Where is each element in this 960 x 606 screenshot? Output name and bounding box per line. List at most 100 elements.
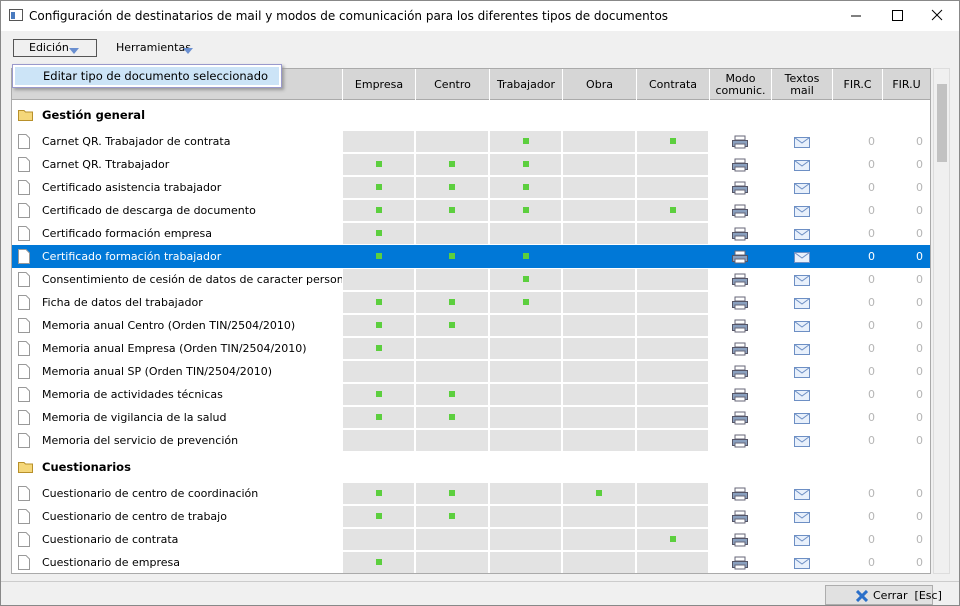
- fir-value: 0: [868, 250, 875, 263]
- menu-edicion[interactable]: [13, 39, 97, 57]
- printer-icon-shape: [732, 434, 748, 448]
- table-row[interactable]: Certificado formación empresa 0 0: [12, 222, 930, 245]
- cell: 0: [832, 153, 882, 176]
- cell: 0: [882, 222, 930, 245]
- printer-icon: [731, 388, 749, 402]
- cell: [636, 199, 709, 222]
- cell: [636, 176, 709, 199]
- check-mark: [449, 513, 455, 519]
- doc-icon: [18, 555, 30, 570]
- printer-icon: [731, 411, 749, 425]
- table-row[interactable]: Memoria anual Empresa (Orden TIN/2504/20…: [12, 337, 930, 360]
- check-mark: [449, 253, 455, 259]
- table-row[interactable]: Memoria de actividades técnicas 0 0: [12, 383, 930, 406]
- printer-icon-shape: [732, 533, 748, 547]
- row-label: Memoria del servicio de prevención: [42, 434, 239, 447]
- folder-icon: [18, 109, 34, 121]
- close-label: Cerrar [Esc]: [873, 589, 942, 602]
- table-row[interactable]: Ficha de datos del trabajador 0 0: [12, 291, 930, 314]
- table-row[interactable]: Carnet QR. Ttrabajador 0 0: [12, 153, 930, 176]
- cell: [415, 314, 489, 337]
- row-label: Memoria anual Empresa (Orden TIN/2504/20…: [42, 342, 307, 355]
- row-label: Certificado formación trabajador: [42, 250, 222, 263]
- doc-icon: [18, 341, 30, 356]
- menu-item[interactable]: Herramientas: [116, 41, 191, 54]
- fir-value: 0: [916, 319, 923, 332]
- doc: [18, 318, 30, 333]
- printer-icon: [731, 273, 749, 287]
- row-label: Cuestionario de contrata: [42, 533, 179, 546]
- check-mark: [375, 322, 382, 328]
- column-header: Contrata: [636, 69, 709, 100]
- cell: [342, 199, 415, 222]
- cell: [709, 245, 771, 268]
- scroll-thumb[interactable]: [937, 84, 947, 162]
- cell: 0: [832, 176, 882, 199]
- printer-icon: [731, 487, 749, 501]
- mail-icon-shape: [793, 298, 810, 309]
- cell: 0: [882, 130, 930, 153]
- fir-value: 0: [916, 227, 923, 240]
- cell: 0: [832, 222, 882, 245]
- dropdown-item[interactable]: Editar tipo de documento seleccionado: [15, 67, 279, 85]
- doc: [18, 410, 30, 425]
- printer-icon: [731, 365, 749, 379]
- cell: [771, 176, 832, 199]
- table-row[interactable]: Memoria anual SP (Orden TIN/2504/2010) 0 0: [12, 360, 930, 383]
- cell: 0: [832, 337, 882, 360]
- table-row[interactable]: Certificado formación trabajador 0 0: [12, 245, 930, 268]
- table-row[interactable]: Cuestionario de contrata 0 0: [12, 528, 930, 551]
- doc: [18, 387, 30, 402]
- doc: [18, 532, 30, 547]
- table-row[interactable]: Consentimiento de cesión de datos de car…: [12, 268, 930, 291]
- cell: [636, 268, 709, 291]
- table-row[interactable]: Cuestionario de empresa 0 0: [12, 551, 930, 573]
- printer-icon: [731, 342, 749, 356]
- mail-icon-shape: [793, 160, 810, 171]
- cell: [636, 337, 709, 360]
- fir-value: 0: [868, 342, 875, 355]
- cell: [771, 291, 832, 314]
- window-controls[interactable]: [841, 1, 959, 31]
- cell: 0: [882, 482, 930, 505]
- table-row[interactable]: Cuestionario de centro de trabajo 0 0: [12, 505, 930, 528]
- column-header: Centro: [415, 69, 489, 100]
- cell: 0: [882, 176, 930, 199]
- cell: [415, 153, 489, 176]
- cell: 0: [832, 130, 882, 153]
- table-row[interactable]: Memoria anual Centro (Orden TIN/2504/201…: [12, 314, 930, 337]
- printer-icon: [731, 296, 749, 310]
- fir-value: 0: [868, 227, 875, 240]
- check-mark: [375, 299, 382, 305]
- mail-icon-shape: [793, 367, 810, 378]
- table-row[interactable]: Cuestionario de centro de coordinación 0 0: [12, 482, 930, 505]
- check-mark: [522, 207, 529, 213]
- table-row[interactable]: Memoria de vigilancia de la salud 0 0: [12, 406, 930, 429]
- fir-value: 0: [868, 365, 875, 378]
- fir-value: 0: [868, 388, 875, 401]
- cell: [489, 482, 562, 505]
- printer-icon: [731, 204, 749, 218]
- cell: 0: [832, 291, 882, 314]
- cell: [489, 429, 562, 452]
- scrollbar[interactable]: [933, 68, 950, 574]
- check-mark: [375, 490, 382, 496]
- cell: [771, 528, 832, 551]
- folder: [18, 462, 33, 473]
- doc: [18, 364, 30, 379]
- menu-item[interactable]: Edición: [29, 41, 69, 54]
- table-row[interactable]: Carnet QR. Trabajador de contrata 0 0: [12, 130, 930, 153]
- mail-icon-shape: [793, 390, 810, 401]
- mail-icon-shape: [793, 344, 810, 355]
- cell: [342, 406, 415, 429]
- table-row[interactable]: Certificado de descarga de documento 0 0: [12, 199, 930, 222]
- cell: [636, 222, 709, 245]
- table-row[interactable]: Memoria del servicio de prevención 0 0: [12, 429, 930, 452]
- cell: [709, 406, 771, 429]
- doc: [18, 433, 30, 448]
- cell: [342, 383, 415, 406]
- close-button[interactable]: Cerrar [Esc]: [825, 585, 942, 605]
- table-row[interactable]: Certificado asistencia trabajador 0 0: [12, 176, 930, 199]
- cell: [562, 130, 636, 153]
